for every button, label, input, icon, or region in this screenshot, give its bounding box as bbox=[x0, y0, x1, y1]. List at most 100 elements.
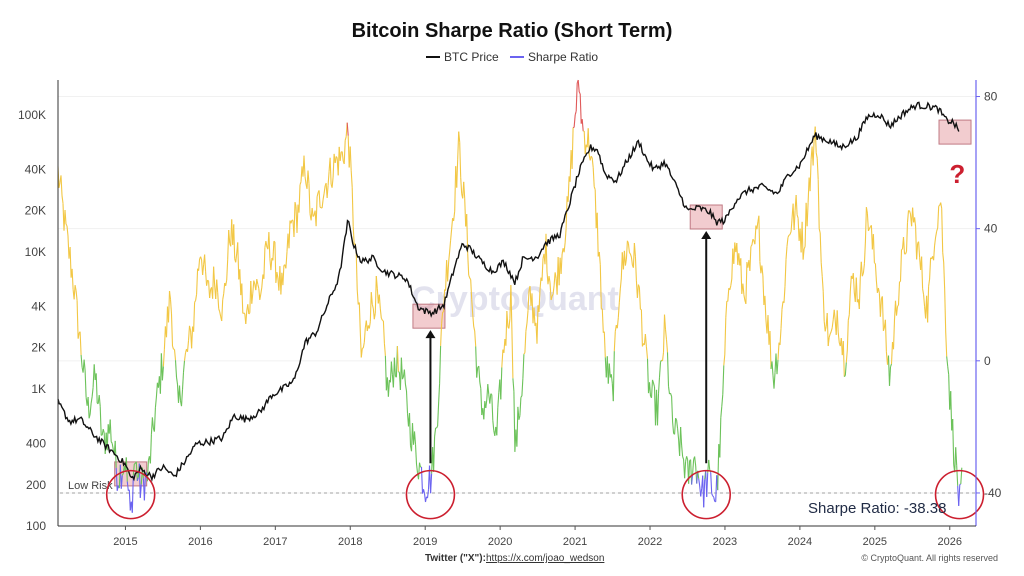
sharpe-ratio-segment bbox=[387, 379, 390, 397]
sharpe-ratio-segment bbox=[665, 339, 669, 353]
legend-label-btc-price[interactable]: BTC Price bbox=[444, 50, 499, 64]
sharpe-ratio-segment bbox=[843, 375, 846, 378]
sharpe-ratio-segment bbox=[221, 299, 224, 322]
sharpe-ratio-segment bbox=[922, 288, 925, 295]
sharpe-ratio-segment bbox=[563, 242, 566, 253]
sharpe-ratio-segment bbox=[829, 331, 832, 335]
sharpe-ratio-segment bbox=[666, 352, 670, 387]
sharpe-ratio-segment bbox=[457, 131, 460, 160]
sharpe-ratio-segment bbox=[590, 155, 593, 159]
sharpe-ratio-segment bbox=[814, 126, 817, 153]
sharpe-ratio-segment bbox=[785, 246, 788, 260]
sharpe-ratio-segment bbox=[820, 262, 823, 277]
sharpe-ratio-segment bbox=[583, 130, 586, 155]
sharpe-ratio-segment bbox=[253, 280, 256, 285]
sharpe-ratio-segment bbox=[370, 292, 373, 305]
sharpe-ratio-segment bbox=[80, 354, 83, 368]
sharpe-ratio-segment bbox=[833, 309, 836, 320]
sharpe-ratio-segment bbox=[475, 346, 478, 378]
sharpe-ratio-segment bbox=[282, 265, 285, 286]
sharpe-ratio-segment bbox=[308, 183, 311, 214]
sharpe-ratio-segment bbox=[430, 473, 433, 494]
sharpe-ratio-segment bbox=[274, 241, 277, 283]
sharpe-ratio-segment bbox=[905, 222, 909, 252]
sharpe-ratio-segment bbox=[721, 394, 724, 407]
sharpe-ratio-segment bbox=[326, 185, 329, 198]
sharpe-ratio-segment bbox=[180, 389, 184, 407]
sharpe-ratio-segment bbox=[168, 290, 172, 300]
sharpe-ratio-segment bbox=[603, 331, 606, 358]
sharpe-ratio-segment bbox=[787, 234, 790, 238]
sharpe-ratio-segment bbox=[795, 194, 798, 215]
sharpe-ratio-segment bbox=[506, 310, 509, 327]
sharpe-ratio-segment bbox=[598, 251, 601, 265]
sharpe-ratio-segment bbox=[918, 241, 921, 258]
sharpe-ratio-segment bbox=[304, 176, 307, 185]
sharpe-ratio-segment bbox=[945, 331, 948, 357]
sharpe-ratio-segment bbox=[651, 379, 655, 384]
right-axis-ticks: 80 40 0 -40 bbox=[976, 90, 1002, 500]
sharpe-ratio-segment bbox=[470, 279, 473, 300]
sharpe-ratio-segment bbox=[539, 277, 542, 290]
sharpe-ratio-segment bbox=[612, 351, 615, 402]
sharpe-ratio-segment bbox=[217, 292, 220, 309]
sharpe-ratio-segment bbox=[497, 392, 500, 408]
sharpe-ratio-segment bbox=[879, 298, 882, 317]
sharpe-ratio-segment bbox=[408, 412, 412, 446]
sharpe-ratio-segment bbox=[861, 272, 864, 277]
sharpe-ratio-segment bbox=[638, 287, 641, 310]
sharpe-ratio-segment bbox=[99, 406, 102, 436]
sharpe-ratio-segment bbox=[285, 251, 288, 269]
sharpe-ratio-segment bbox=[154, 396, 157, 408]
sharpe-ratio-segment bbox=[703, 479, 706, 508]
sharpe-ratio-segment bbox=[625, 240, 628, 260]
sharpe-ratio-segment bbox=[538, 289, 541, 313]
annotation-markers: ? bbox=[105, 159, 985, 520]
sharpe-ratio-segment bbox=[758, 215, 761, 262]
sharpe-ratio-segment bbox=[303, 155, 306, 177]
sharpe-ratio-segment bbox=[904, 251, 908, 255]
sharpe-ratio-segment bbox=[533, 307, 536, 326]
sharpe-ratio-segment bbox=[950, 391, 953, 431]
sharpe-ratio-segment bbox=[788, 234, 791, 236]
sharpe-ratio-segment bbox=[223, 283, 226, 294]
sharpe-ratio-segment bbox=[69, 247, 72, 278]
sharpe-ratio-segment bbox=[650, 379, 654, 398]
sharpe-ratio-segment bbox=[268, 232, 271, 259]
sharpe-ratio-segment bbox=[578, 91, 581, 95]
sharpe-ratio-segment bbox=[648, 382, 652, 397]
sharpe-ratio-segment bbox=[329, 157, 332, 185]
sharpe-ratio-segment bbox=[139, 484, 142, 498]
sharpe-ratio-segment bbox=[815, 152, 818, 159]
sharpe-ratio-segment bbox=[382, 320, 385, 344]
sharpe-ratio-segment bbox=[671, 396, 674, 423]
sharpe-ratio-segment bbox=[866, 213, 869, 231]
sharpe-ratio-segment bbox=[669, 393, 673, 397]
sharpe-ratio-segment bbox=[929, 257, 932, 280]
sharpe-ratio-segment bbox=[471, 299, 474, 315]
sharpe-ratio-segment bbox=[378, 294, 381, 309]
sharpe-ratio-segment bbox=[712, 495, 715, 498]
sharpe-ratio-segment bbox=[272, 241, 275, 261]
sharpe-ratio-segment bbox=[359, 331, 362, 358]
sharpe-ratio-segment bbox=[270, 257, 273, 271]
sharpe-ratio-segment bbox=[955, 447, 958, 466]
sharpe-ratio-segment bbox=[627, 243, 630, 253]
sharpe-ratio-segment bbox=[613, 331, 616, 352]
sharpe-ratio-segment bbox=[889, 363, 893, 367]
sharpe-ratio-segment bbox=[698, 478, 701, 487]
legend-label-sharpe-ratio[interactable]: Sharpe Ratio bbox=[528, 50, 598, 64]
sharpe-ratio-segment bbox=[818, 228, 821, 234]
left-tick-label: 100 bbox=[26, 519, 46, 533]
sharpe-ratio-segment bbox=[571, 127, 574, 169]
sharpe-ratio-segment bbox=[76, 300, 79, 339]
sharpe-ratio-segment bbox=[806, 202, 809, 227]
x-tick-label: 2020 bbox=[488, 536, 512, 548]
sharpe-ratio-segment bbox=[756, 221, 759, 230]
sharpe-ratio-segment bbox=[252, 280, 255, 294]
sharpe-ratio-segment bbox=[637, 284, 640, 288]
sharpe-ratio-segment bbox=[790, 217, 793, 232]
sharpe-ratio-segment bbox=[456, 159, 459, 188]
footer-twitter-link[interactable]: https://x.com/joao_wedson bbox=[486, 553, 604, 564]
sharpe-ratio-segment bbox=[828, 333, 831, 338]
